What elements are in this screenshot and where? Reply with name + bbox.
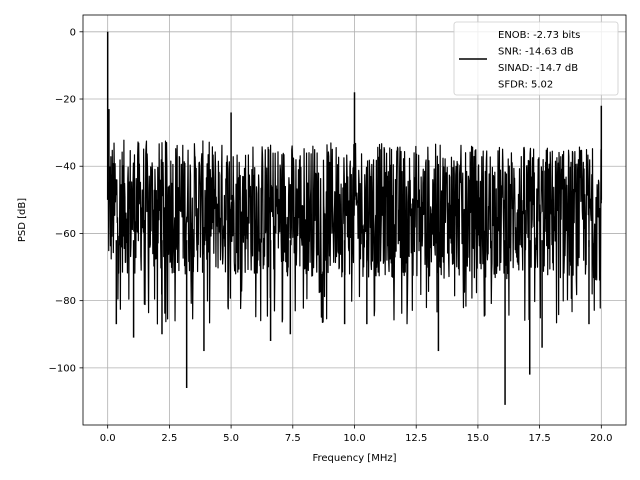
y-axis-label: PSD [dB] xyxy=(17,198,28,242)
y-tick-label: −40 xyxy=(55,162,76,173)
legend: ENOB: -2.73 bits SNR: -14.63 dB SINAD: -14… xyxy=(453,21,619,96)
x-tick-label: 17.5 xyxy=(528,433,550,444)
legend-entry: SNR: -14.63 dB xyxy=(498,47,574,58)
x-tick-label: 5.0 xyxy=(223,433,239,444)
legend-entry: SINAD: -14.7 dB xyxy=(498,63,578,74)
x-tick-label: 20.0 xyxy=(590,433,612,444)
legend-entry: ENOB: -2.73 bits xyxy=(498,30,580,41)
y-tick-label: −60 xyxy=(55,229,76,240)
ticks-group: 0.0 2.5 5.0 7.5 10.0 12.5 15.0 17.5 20.0 0 −20 −40 −… xyxy=(49,27,613,444)
y-tick-label: −20 xyxy=(55,95,76,106)
x-tick-label: 0.0 xyxy=(100,433,116,444)
legend-box xyxy=(453,21,619,96)
x-tick-label: 10.0 xyxy=(343,433,365,444)
x-tick-label: 15.0 xyxy=(467,433,489,444)
legend-entry: SFDR: 5.02 xyxy=(498,80,553,91)
x-tick-label: 12.5 xyxy=(405,433,427,444)
x-axis-label: Frequency [MHz] xyxy=(312,453,396,464)
y-tick-label: −80 xyxy=(55,296,76,307)
y-tick-label: −100 xyxy=(49,363,76,374)
series-group xyxy=(106,31,603,405)
y-tick-label: 0 xyxy=(70,27,76,38)
x-tick-label: 2.5 xyxy=(161,433,177,444)
x-tick-label: 7.5 xyxy=(285,433,301,444)
